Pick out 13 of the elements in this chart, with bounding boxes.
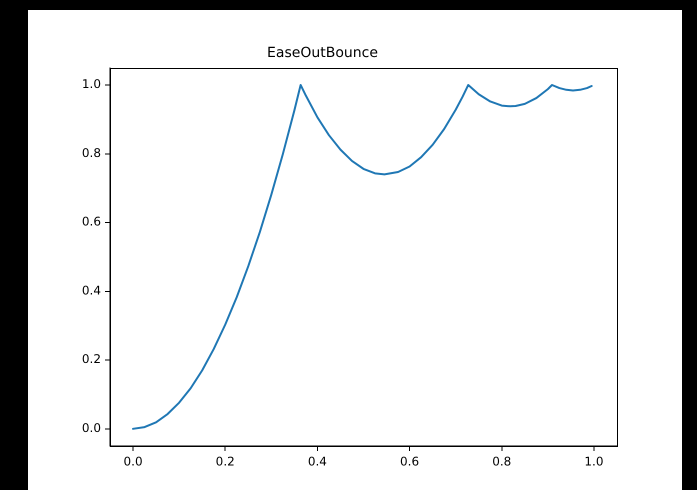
chart-title: EaseOutBounce <box>267 45 378 62</box>
x-tick-label: 0.4 <box>308 454 327 468</box>
x-tick-label: 0.0 <box>124 454 143 468</box>
y-tick-label: 1.0 <box>82 77 101 92</box>
y-tick-label: 0.2 <box>82 352 101 366</box>
y-tick-label: 0.6 <box>82 214 101 229</box>
x-tick-label: 0.2 <box>216 454 235 468</box>
y-tick-label: 0.0 <box>82 420 101 435</box>
x-tick-label: 0.6 <box>400 454 420 468</box>
x-tick-label: 1.0 <box>584 454 604 468</box>
y-tick-label: 0.8 <box>82 146 101 160</box>
x-tick-label: 0.8 <box>492 454 512 468</box>
y-tick-label: 0.4 <box>82 283 101 298</box>
